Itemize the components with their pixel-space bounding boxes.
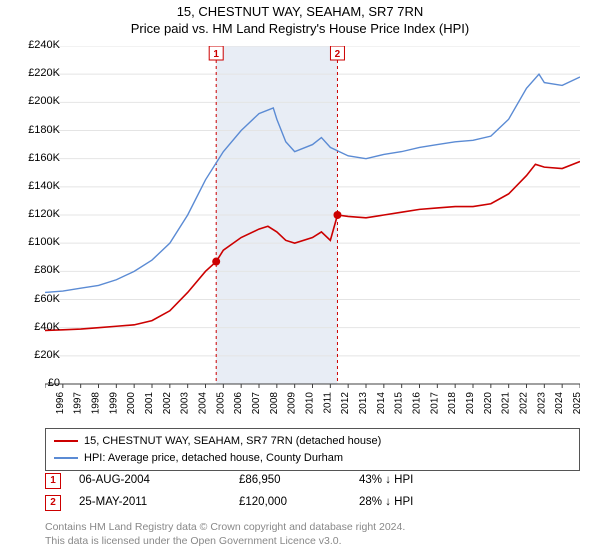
y-tick-label: £60K [18, 293, 60, 305]
svg-text:2020: 2020 [483, 392, 494, 415]
svg-text:2015: 2015 [394, 392, 405, 415]
sale-row: 1 06-AUG-2004£86,95043% ↓ HPI [45, 470, 413, 492]
y-tick-label: £140K [18, 180, 60, 192]
svg-text:2018: 2018 [447, 392, 458, 415]
svg-text:2023: 2023 [536, 392, 547, 415]
svg-text:2005: 2005 [215, 392, 226, 415]
svg-text:2017: 2017 [429, 392, 440, 415]
svg-text:2010: 2010 [305, 392, 316, 415]
y-tick-label: £40K [18, 321, 60, 333]
legend-row: HPI: Average price, detached house, Coun… [54, 450, 571, 467]
svg-text:2022: 2022 [519, 392, 530, 415]
svg-text:2024: 2024 [554, 392, 565, 415]
y-tick-label: £120K [18, 208, 60, 220]
sales-table: 1 06-AUG-2004£86,95043% ↓ HPI 2 25-MAY-2011… [45, 470, 413, 514]
price-chart: 1 2 1995 1996 1997 1998 1999 2000 2001 2002 2003 20… [45, 46, 580, 416]
svg-text:2012: 2012 [340, 392, 351, 415]
sale-badge: 2 [45, 495, 61, 511]
title-line1: 15, CHESTNUT WAY, SEAHAM, SR7 7RN [0, 4, 600, 21]
svg-text:1998: 1998 [91, 392, 102, 415]
sale-date: 25-MAY-2011 [79, 492, 239, 514]
svg-text:2014: 2014 [376, 392, 387, 415]
footnote-line2: This data is licensed under the Open Gov… [45, 534, 580, 548]
y-tick-label: £240K [18, 39, 60, 51]
legend-row: 15, CHESTNUT WAY, SEAHAM, SR7 7RN (detac… [54, 433, 571, 450]
legend-label: 15, CHESTNUT WAY, SEAHAM, SR7 7RN (detac… [84, 433, 381, 450]
sale-row: 2 25-MAY-2011£120,00028% ↓ HPI [45, 492, 413, 514]
y-tick-label: £100K [18, 236, 60, 248]
sale-badge: 1 [45, 473, 61, 489]
legend-label: HPI: Average price, detached house, Coun… [84, 450, 343, 467]
svg-text:2019: 2019 [465, 392, 476, 415]
svg-text:2013: 2013 [358, 392, 369, 415]
svg-text:2025: 2025 [572, 392, 580, 415]
legend: 15, CHESTNUT WAY, SEAHAM, SR7 7RN (detac… [45, 428, 580, 471]
svg-text:2021: 2021 [501, 392, 512, 415]
svg-text:2002: 2002 [162, 392, 173, 415]
title-line2: Price paid vs. HM Land Registry's House … [0, 21, 600, 38]
sale-price: £120,000 [239, 492, 359, 514]
svg-text:2016: 2016 [412, 392, 423, 415]
svg-text:2001: 2001 [144, 392, 155, 415]
svg-text:1995: 1995 [45, 392, 48, 415]
svg-text:2000: 2000 [126, 392, 137, 415]
svg-text:1997: 1997 [73, 392, 84, 415]
sale-delta: 28% ↓ HPI [359, 492, 413, 514]
y-tick-label: £200K [18, 95, 60, 107]
svg-text:2011: 2011 [322, 392, 333, 414]
footnote-line1: Contains HM Land Registry data © Crown c… [45, 520, 580, 534]
legend-swatch [54, 440, 78, 442]
svg-text:2008: 2008 [269, 392, 280, 415]
svg-text:2009: 2009 [287, 392, 298, 415]
svg-text:1996: 1996 [55, 392, 66, 415]
y-tick-label: £80K [18, 264, 60, 276]
sale-price: £86,950 [239, 470, 359, 492]
sale-date: 06-AUG-2004 [79, 470, 239, 492]
svg-text:1999: 1999 [108, 392, 119, 415]
chart-title: 15, CHESTNUT WAY, SEAHAM, SR7 7RN Price … [0, 0, 600, 38]
y-tick-label: £180K [18, 124, 60, 136]
y-tick-label: £220K [18, 67, 60, 79]
svg-text:2003: 2003 [180, 392, 191, 415]
sale-delta: 43% ↓ HPI [359, 470, 413, 492]
svg-text:1: 1 [213, 49, 219, 60]
svg-text:2004: 2004 [198, 392, 209, 415]
svg-text:2006: 2006 [233, 392, 244, 415]
y-tick-label: £20K [18, 349, 60, 361]
y-tick-label: £160K [18, 152, 60, 164]
y-tick-label: £0 [18, 377, 60, 389]
footnote: Contains HM Land Registry data © Crown c… [45, 520, 580, 548]
svg-text:2: 2 [335, 49, 341, 60]
svg-text:2007: 2007 [251, 392, 262, 415]
legend-swatch [54, 457, 78, 459]
